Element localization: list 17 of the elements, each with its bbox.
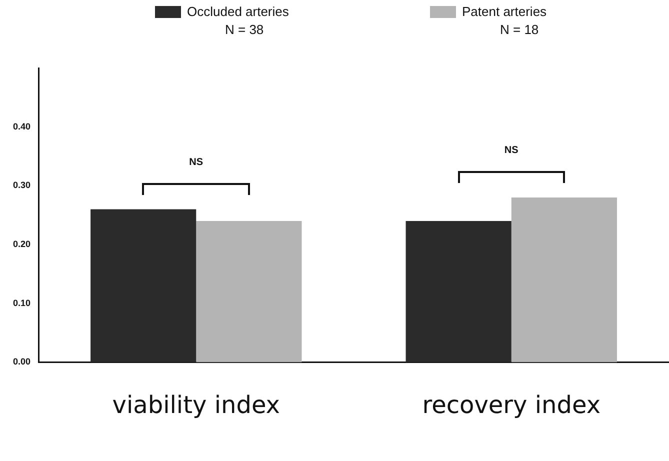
annotation: NS: [503, 145, 520, 156]
y-tick-label: 0.20: [12, 239, 31, 250]
annotation: NS: [188, 157, 204, 168]
legend-label: Patent arteries: [462, 4, 547, 19]
y-tick-label: 0.10: [12, 298, 31, 308]
y-tick-label: 0.00: [12, 356, 31, 367]
bar: [511, 197, 617, 362]
x-tick-label: recovery index: [422, 390, 601, 419]
bar: [196, 220, 302, 362]
x-tick-label: viability index: [112, 390, 280, 419]
text: N = 18: [500, 22, 540, 37]
bar: [90, 209, 196, 362]
y-tick-label: 0.40: [12, 121, 31, 132]
legend-label: Occluded arteries: [187, 4, 289, 19]
y-tick-label: 0.30: [12, 180, 31, 190]
text: N = 38: [225, 22, 265, 37]
bar: [406, 220, 512, 362]
